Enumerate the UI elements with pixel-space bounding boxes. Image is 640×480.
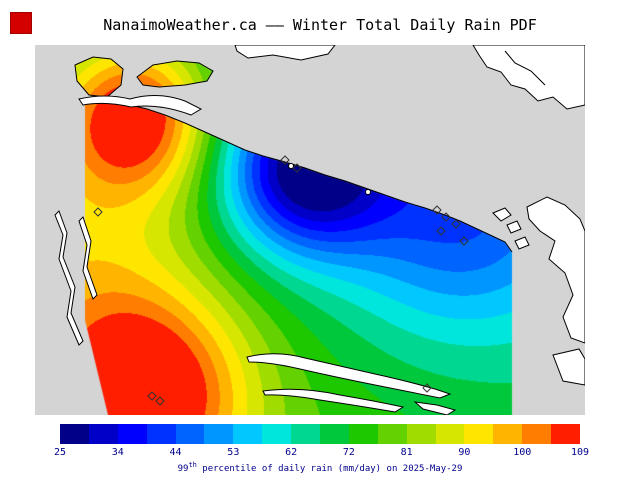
colorbar-tick: 44: [169, 447, 182, 458]
colorbar-tick: 72: [342, 447, 355, 458]
colorbar-cell: [435, 424, 465, 444]
colorbar-cell: [551, 424, 581, 444]
fjord-line: [504, 50, 546, 86]
station-marker: [459, 236, 469, 246]
coastal-sliver: [54, 210, 84, 346]
land-mass: [472, 45, 585, 110]
colorbar-cell: [233, 424, 263, 444]
colorbar-cell: [117, 424, 147, 444]
station-marker: [451, 219, 461, 229]
station-marker: [280, 155, 290, 165]
island-outline: [74, 56, 124, 98]
land-mass: [526, 196, 585, 344]
island: [514, 236, 530, 250]
colorbar-tick: 109: [570, 447, 590, 458]
island-chain: [246, 353, 452, 399]
islet: [288, 163, 294, 169]
colorbar-ticks: 25 34 44 53 62 72 81 90 100 109: [54, 447, 589, 460]
station-marker: [93, 207, 103, 217]
colorbar-cell: [464, 424, 494, 444]
station-marker: [436, 226, 446, 236]
island-chain: [262, 388, 405, 413]
island: [506, 220, 522, 234]
colorbar-cell: [88, 424, 118, 444]
site-logo-badge: [10, 12, 32, 34]
coastline: [84, 99, 513, 253]
caption-sup: th: [188, 461, 197, 469]
caption-rest: percentile of daily rain (mm/day) on 202…: [196, 464, 463, 474]
colorbar-cell: [493, 424, 523, 444]
station-marker: [441, 212, 451, 222]
plot-title: NanaimoWeather.ca —— Winter Total Daily …: [103, 16, 537, 34]
colorbar: [60, 424, 581, 444]
colorbar-cell: [175, 424, 205, 444]
caption-prefix: 99: [177, 464, 189, 474]
station-marker: [292, 163, 302, 173]
colorbar-tick: 90: [458, 447, 471, 458]
colorbar-cell: [60, 424, 89, 444]
colorbar-tick: 62: [285, 447, 298, 458]
rain-field-canvas: [35, 45, 585, 415]
colorbar-tick: 81: [400, 447, 413, 458]
land-mass: [552, 348, 585, 386]
colorbar-tick: 25: [53, 447, 67, 458]
island-outline: [136, 60, 214, 88]
islet: [365, 189, 371, 195]
caption: 99th percentile of daily rain (mm/day) o…: [60, 461, 580, 474]
station-marker: [422, 383, 432, 393]
colorbar-cell: [406, 424, 436, 444]
colorbar-tick: 100: [513, 447, 532, 458]
colorbar-cell: [377, 424, 407, 444]
station-marker: [432, 205, 442, 215]
map-overlay: [54, 45, 585, 415]
colorbar-cell: [291, 424, 321, 444]
colorbar-tick: 53: [227, 447, 240, 458]
station-markers: [93, 155, 469, 406]
colorbar-tick: 34: [111, 447, 124, 458]
colorbar-cell: [262, 424, 292, 444]
colorbar-cell: [522, 424, 552, 444]
rain-map: [35, 45, 585, 415]
station-marker: [155, 396, 165, 406]
station-marker: [147, 391, 157, 401]
inlet-channel: [78, 95, 203, 116]
colorbar-cell: [320, 424, 349, 444]
island: [413, 401, 457, 415]
land-mass: [234, 45, 336, 61]
coastal-sliver: [78, 216, 98, 300]
colorbar-cell: [146, 424, 176, 444]
island: [492, 207, 512, 222]
colorbar-cell: [204, 424, 234, 444]
colorbar-cell: [348, 424, 378, 444]
